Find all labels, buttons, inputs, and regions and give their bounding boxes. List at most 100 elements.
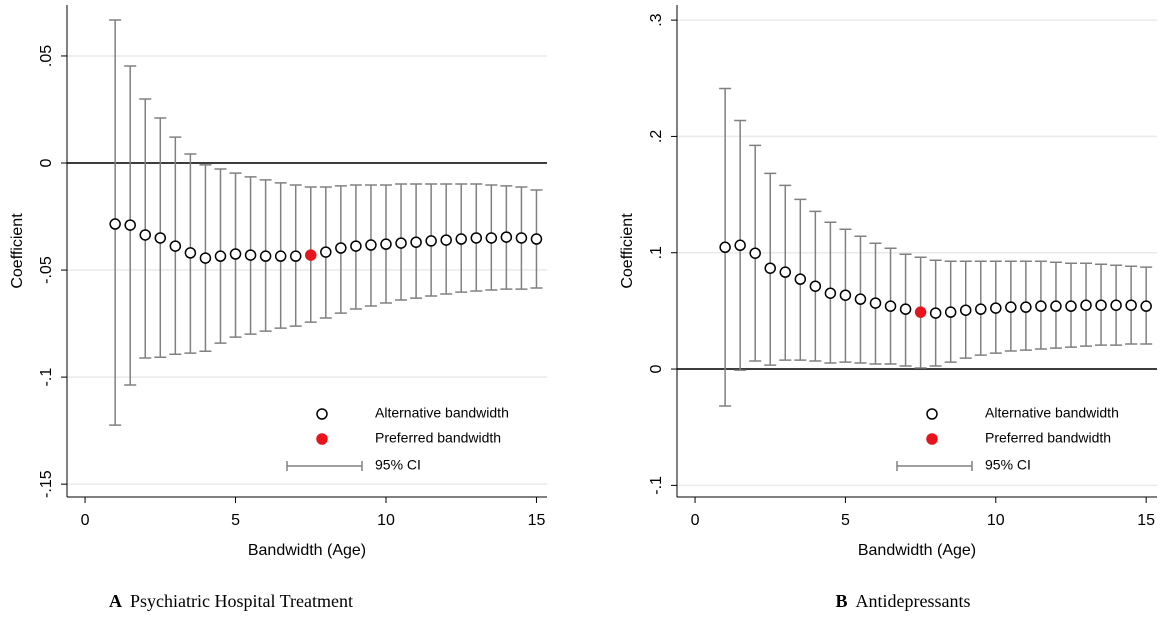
point (794, 273, 807, 285)
x-tick-label: 10 (987, 512, 1005, 529)
x-axis-label: Bandwidth (Age) (858, 542, 976, 559)
point (1095, 299, 1107, 311)
y-tick-label: .1 (648, 246, 665, 259)
point (959, 304, 972, 316)
point (229, 248, 242, 260)
point (929, 307, 942, 319)
point (975, 303, 987, 315)
point (764, 262, 776, 274)
point (350, 240, 362, 252)
point (1035, 300, 1047, 312)
x-axis-label: Bandwidth (Age) (248, 542, 366, 559)
point (169, 240, 182, 252)
y-tick-label: -.1 (648, 476, 665, 495)
point (990, 302, 1002, 314)
point (914, 306, 927, 318)
point (410, 236, 422, 248)
y-tick-label: -.05 (38, 256, 55, 284)
point (109, 218, 121, 230)
point (214, 250, 227, 262)
point (380, 238, 392, 250)
legend-label: 95% CI (985, 457, 1031, 473)
point (734, 239, 746, 252)
point (1005, 301, 1017, 313)
x-tick-label: 0 (691, 512, 700, 529)
point (1050, 300, 1062, 312)
point (274, 250, 287, 262)
point (1065, 300, 1077, 312)
legend-label: Alternative bandwidth (985, 405, 1119, 421)
error-bar (139, 98, 152, 359)
legend-ci (896, 461, 973, 471)
legend-label: Alternative bandwidth (375, 405, 509, 421)
point (440, 234, 452, 246)
point (470, 232, 483, 244)
x-tick-label: 0 (81, 512, 90, 529)
point (779, 266, 792, 278)
y-tick-label: 0 (38, 158, 55, 167)
point (884, 300, 897, 312)
caption: B Antidepressants (836, 591, 971, 611)
point (139, 229, 151, 241)
y-tick-label: 0 (648, 365, 665, 374)
y-tick-label: .2 (648, 130, 665, 143)
point (305, 249, 317, 261)
point (899, 303, 912, 315)
point (395, 237, 407, 249)
x-tick-label: 10 (377, 512, 395, 529)
panel-label: B (836, 591, 848, 611)
point (244, 249, 257, 261)
point (854, 293, 867, 305)
point (335, 242, 347, 254)
legend-marker (926, 408, 938, 420)
point (1080, 299, 1092, 311)
point (124, 219, 136, 231)
y-tick-label: -.1 (38, 368, 55, 387)
legend-marker (316, 433, 328, 445)
point (809, 280, 822, 292)
point (824, 287, 837, 299)
panel-label: A (109, 591, 122, 611)
x-tick-label: 5 (841, 512, 850, 529)
point (1110, 299, 1122, 311)
legend-label: Preferred bandwidth (985, 430, 1111, 446)
y-tick-label: -.15 (38, 470, 55, 498)
point (515, 232, 528, 244)
legend-ci (286, 461, 363, 471)
point (1125, 299, 1137, 311)
x-tick-label: 15 (528, 512, 546, 529)
point (455, 233, 467, 245)
point (320, 246, 332, 258)
point (839, 289, 852, 301)
point (1140, 300, 1152, 312)
caption-text: Psychiatric Hospital Treatment (130, 591, 353, 611)
x-tick-label: 15 (1137, 512, 1155, 529)
point (365, 239, 377, 251)
point (485, 232, 498, 244)
point (869, 297, 882, 309)
legend-label: 95% CI (375, 457, 421, 473)
caption: A Psychiatric Hospital Treatment (109, 591, 353, 611)
point (1020, 301, 1032, 313)
x-tick-label: 5 (231, 512, 240, 529)
point (749, 247, 761, 259)
point (530, 233, 543, 245)
point (199, 252, 212, 264)
y-tick-label: .3 (648, 13, 665, 26)
y-axis-label: Coefficient (619, 213, 636, 289)
point (500, 231, 513, 243)
point (184, 247, 197, 259)
point (425, 235, 437, 247)
legend-marker (316, 408, 328, 420)
point (289, 250, 302, 262)
legend-label: Preferred bandwidth (375, 430, 501, 446)
point (154, 232, 167, 244)
point (719, 241, 731, 254)
y-axis-label: Coefficient (9, 213, 26, 289)
y-tick-label: .05 (38, 45, 55, 67)
point (944, 306, 957, 318)
legend-marker (926, 433, 938, 445)
point (259, 250, 272, 262)
